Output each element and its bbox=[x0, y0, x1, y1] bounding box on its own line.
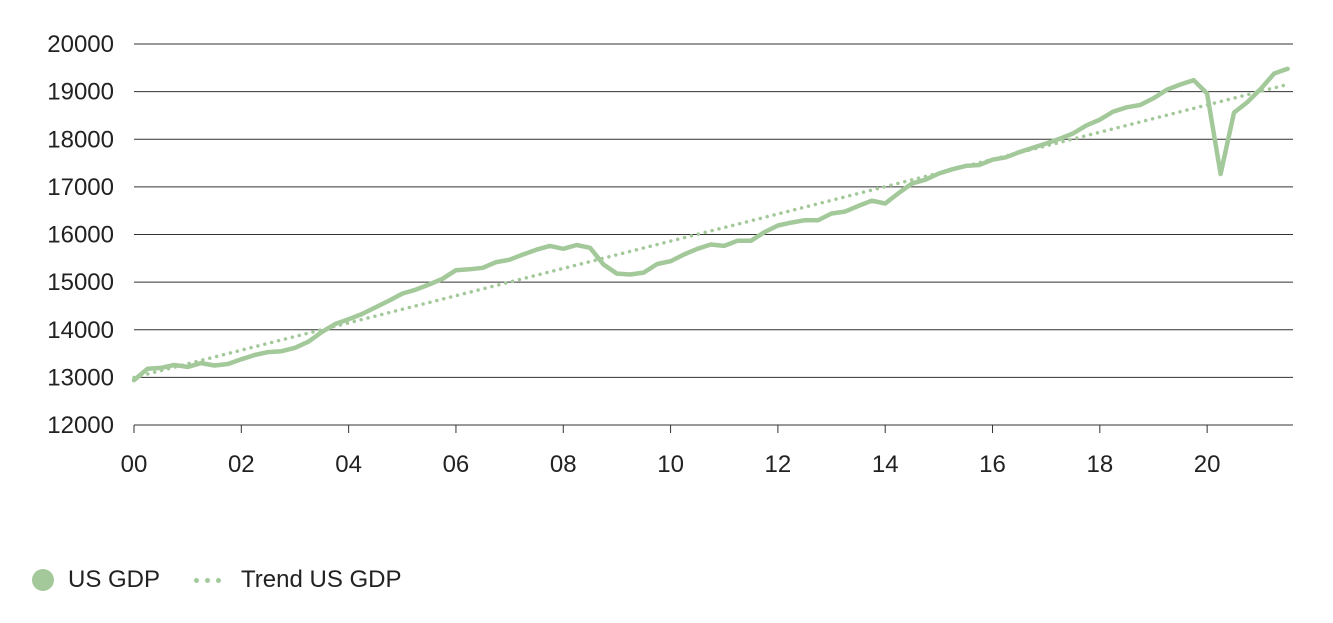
legend-swatch-dotted-line-icon bbox=[194, 577, 227, 583]
x-axis bbox=[133, 425, 1208, 433]
y-tick-label-16000: 16000 bbox=[47, 222, 114, 249]
x-tick-label-2016: 16 bbox=[979, 451, 1006, 478]
x-tick-label-2020: 20 bbox=[1194, 451, 1221, 478]
y-tick-label-15000: 15000 bbox=[47, 269, 114, 296]
x-tick-label-2014: 14 bbox=[872, 451, 899, 478]
legend-label-us-gdp: US GDP bbox=[68, 566, 161, 593]
x-tick-label-2018: 18 bbox=[1086, 451, 1113, 478]
x-axis-tick-labels: 00 02 04 06 08 10 12 14 16 18 20 bbox=[121, 451, 1221, 478]
x-tick-label-2010: 10 bbox=[657, 451, 684, 478]
x-tick-label-2000: 00 bbox=[121, 451, 148, 478]
y-tick-label-19000: 19000 bbox=[47, 79, 114, 106]
x-tick-label-2006: 06 bbox=[443, 451, 470, 478]
series-layer bbox=[131, 66, 1290, 383]
legend: US GDP Trend US GDP bbox=[32, 562, 436, 598]
legend-label-trend-us-gdp: Trend US GDP bbox=[241, 566, 402, 593]
legend-swatch-circle-icon bbox=[32, 569, 54, 591]
y-tick-label-18000: 18000 bbox=[47, 126, 114, 153]
y-axis-tick-labels: 12000 13000 14000 15000 16000 17000 18000 19000… bbox=[47, 31, 114, 439]
y-tick-label-17000: 17000 bbox=[47, 174, 114, 201]
legend-item-trend-us-gdp: Trend US GDP bbox=[194, 566, 402, 594]
y-tick-label-13000: 13000 bbox=[47, 364, 114, 391]
y-tick-label-12000: 12000 bbox=[47, 412, 114, 439]
y-tick-label-14000: 14000 bbox=[47, 317, 114, 344]
series-line-trend-us-gdp bbox=[132, 82, 1290, 380]
x-tick-label-2004: 04 bbox=[335, 451, 362, 478]
y-tick-label-20000: 20000 bbox=[47, 31, 114, 58]
legend-item-us-gdp: US GDP bbox=[32, 566, 160, 594]
y-gridlines bbox=[134, 43, 1293, 426]
x-tick-label-2002: 02 bbox=[228, 451, 255, 478]
x-tick-label-2012: 12 bbox=[765, 451, 792, 478]
x-tick-label-2008: 08 bbox=[550, 451, 577, 478]
